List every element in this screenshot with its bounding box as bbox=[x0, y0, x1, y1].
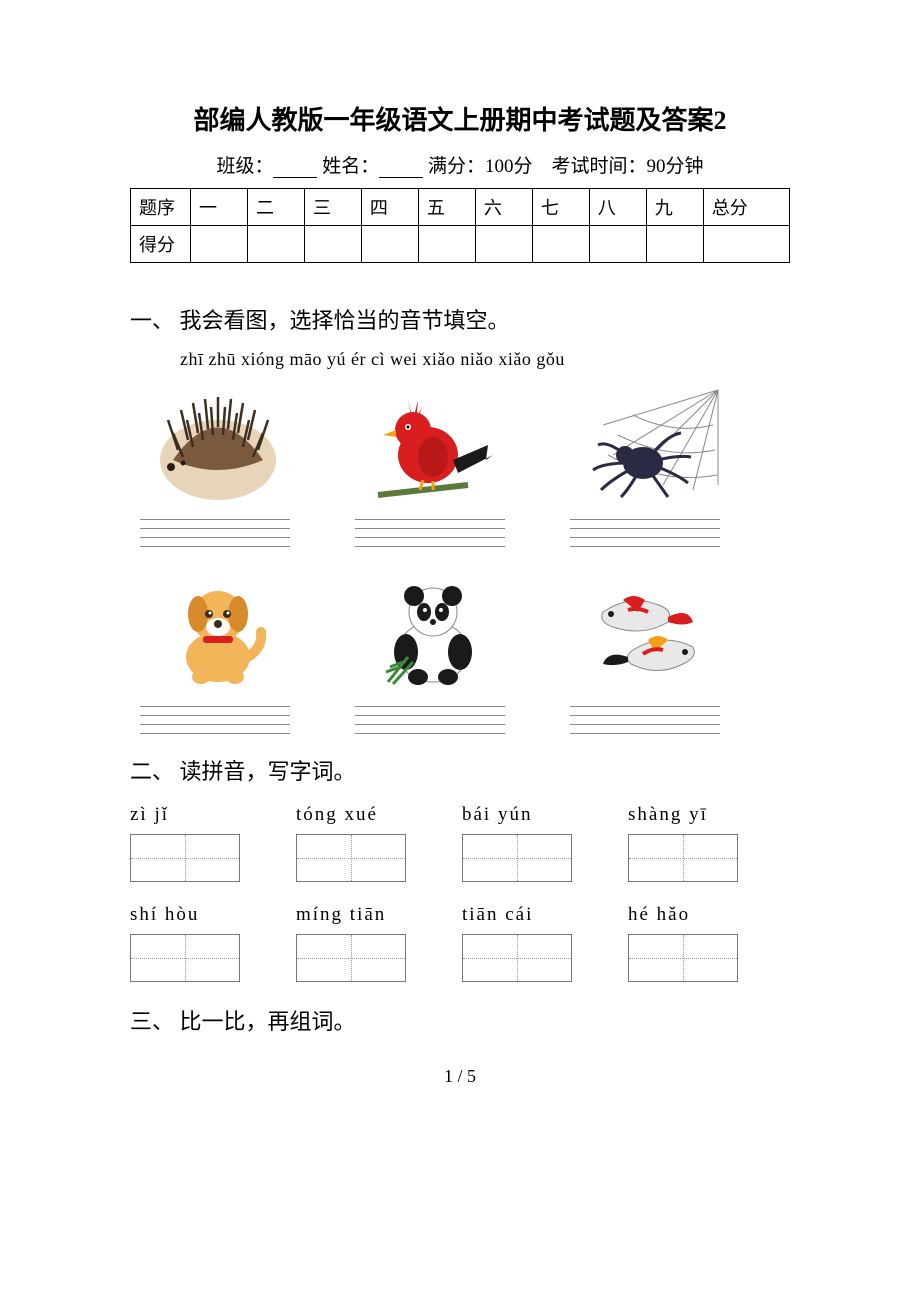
table-cell[interactable] bbox=[191, 226, 248, 263]
table-cell: 七 bbox=[532, 189, 589, 226]
pinyin-label: tiān cái bbox=[462, 904, 572, 926]
bird-icon bbox=[358, 385, 508, 505]
table-cell[interactable] bbox=[532, 226, 589, 263]
table-cell: 三 bbox=[304, 189, 361, 226]
image-row-2 bbox=[140, 569, 790, 734]
write-box[interactable] bbox=[130, 834, 240, 882]
answer-lines[interactable] bbox=[140, 698, 290, 734]
table-cell[interactable] bbox=[703, 226, 789, 263]
image-cell-panda bbox=[355, 569, 510, 734]
class-blank[interactable] bbox=[273, 160, 317, 178]
pinyin-options: zhī zhū xióng māo yú ér cì wei xiǎo niǎo… bbox=[180, 349, 790, 370]
table-cell[interactable] bbox=[418, 226, 475, 263]
write-boxes-row-1 bbox=[130, 834, 790, 882]
write-box[interactable] bbox=[130, 934, 240, 982]
answer-lines[interactable] bbox=[355, 511, 505, 547]
answer-lines[interactable] bbox=[355, 698, 505, 734]
table-cell[interactable] bbox=[589, 226, 646, 263]
table-row: 题序 一 二 三 四 五 六 七 八 九 总分 bbox=[131, 189, 790, 226]
image-cell-dog bbox=[140, 569, 295, 734]
score-table: 题序 一 二 三 四 五 六 七 八 九 总分 得分 bbox=[130, 188, 790, 263]
row-header: 得分 bbox=[131, 226, 191, 263]
page-title: 部编人教版一年级语文上册期中考试题及答案2 bbox=[130, 100, 790, 137]
answer-lines[interactable] bbox=[570, 698, 720, 734]
page-number: 1 / 5 bbox=[130, 1066, 790, 1087]
table-cell: 六 bbox=[475, 189, 532, 226]
answer-lines[interactable] bbox=[140, 511, 290, 547]
dog-icon bbox=[143, 572, 293, 692]
write-box[interactable] bbox=[296, 834, 406, 882]
table-cell[interactable] bbox=[361, 226, 418, 263]
pinyin-label: zì jǐ bbox=[130, 804, 240, 826]
pinyin-label: míng tiān bbox=[296, 904, 406, 926]
pinyin-label: tóng xué bbox=[296, 804, 406, 826]
pinyin-row-1: zì jǐ tóng xué bái yún shàng yī bbox=[130, 804, 790, 826]
write-box[interactable] bbox=[296, 934, 406, 982]
pinyin-label: bái yún bbox=[462, 804, 572, 826]
subtitle-row: 班级： 姓名： 满分：100分 考试时间：90分钟 bbox=[130, 151, 790, 178]
section3-heading: 三、 比一比，再组词。 bbox=[130, 1004, 790, 1036]
write-box[interactable] bbox=[462, 934, 572, 982]
table-cell: 总分 bbox=[703, 189, 789, 226]
name-label: 姓名： bbox=[322, 156, 379, 177]
write-box[interactable] bbox=[628, 934, 738, 982]
spider-icon bbox=[573, 385, 723, 505]
section2-heading: 二、 读拼音，写字词。 bbox=[130, 754, 790, 786]
table-cell: 四 bbox=[361, 189, 418, 226]
fish-icon bbox=[573, 572, 723, 692]
table-cell[interactable] bbox=[646, 226, 703, 263]
table-cell[interactable] bbox=[475, 226, 532, 263]
full-score-label: 满分：100分 bbox=[428, 156, 533, 177]
table-cell[interactable] bbox=[304, 226, 361, 263]
row-header: 题序 bbox=[131, 189, 191, 226]
table-row: 得分 bbox=[131, 226, 790, 263]
pinyin-label: hé hǎo bbox=[628, 904, 738, 926]
table-cell[interactable] bbox=[247, 226, 304, 263]
image-cell-bird bbox=[355, 382, 510, 547]
name-blank[interactable] bbox=[379, 160, 423, 178]
image-cell-hedgehog bbox=[140, 382, 295, 547]
write-box[interactable] bbox=[462, 834, 572, 882]
image-row-1 bbox=[140, 382, 790, 547]
table-cell: 二 bbox=[247, 189, 304, 226]
panda-icon bbox=[358, 572, 508, 692]
answer-lines[interactable] bbox=[570, 511, 720, 547]
pinyin-row-2: shí hòu míng tiān tiān cái hé hǎo bbox=[130, 904, 790, 926]
image-cell-spider bbox=[570, 382, 725, 547]
write-box[interactable] bbox=[628, 834, 738, 882]
table-cell: 九 bbox=[646, 189, 703, 226]
hedgehog-icon bbox=[143, 385, 293, 505]
write-boxes-row-2 bbox=[130, 934, 790, 982]
time-label: 考试时间：90分钟 bbox=[552, 156, 704, 177]
image-cell-fish bbox=[570, 569, 725, 734]
table-cell: 八 bbox=[589, 189, 646, 226]
table-cell: 一 bbox=[191, 189, 248, 226]
pinyin-label: shí hòu bbox=[130, 904, 240, 926]
class-label: 班级： bbox=[216, 156, 273, 177]
section1-heading: 一、 我会看图，选择恰当的音节填空。 bbox=[130, 303, 790, 335]
pinyin-label: shàng yī bbox=[628, 804, 738, 826]
table-cell: 五 bbox=[418, 189, 475, 226]
